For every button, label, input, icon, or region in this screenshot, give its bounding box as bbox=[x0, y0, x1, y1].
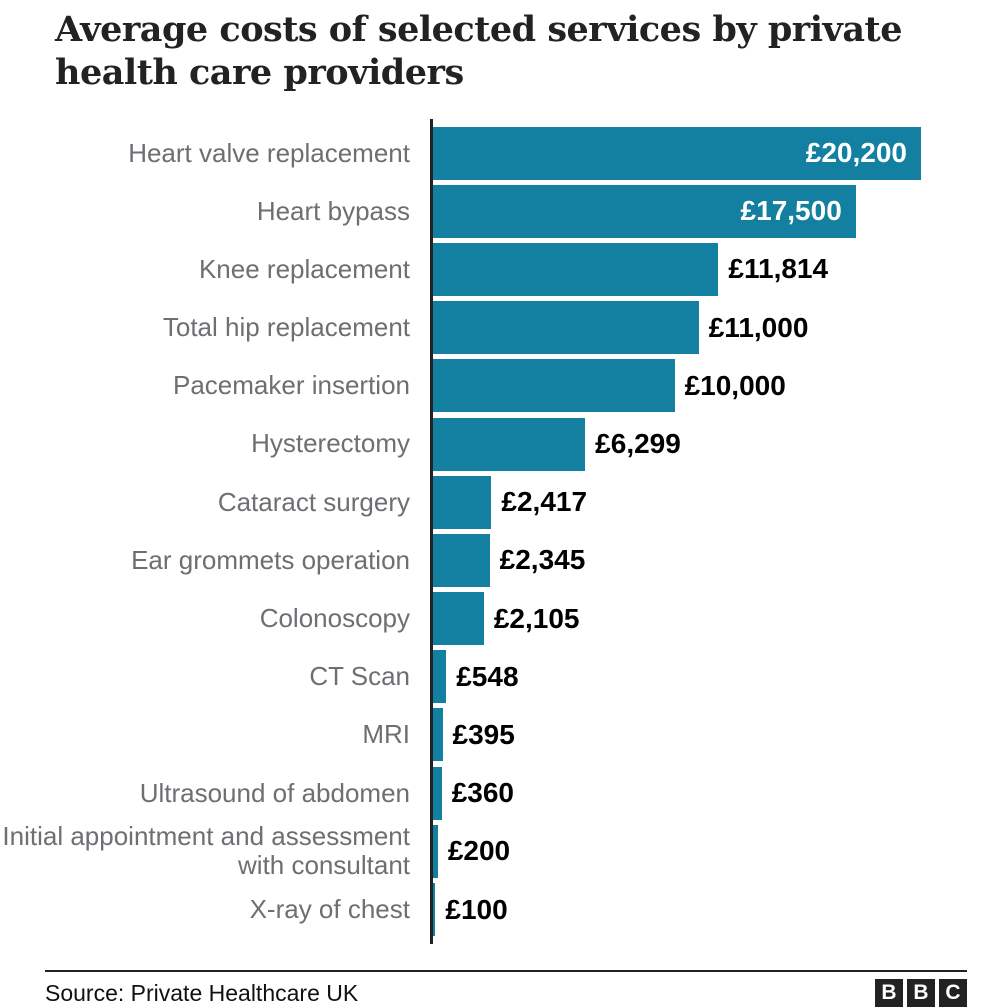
value-label-outside: £11,000 bbox=[708, 311, 809, 343]
category-label: Ear grommets operation bbox=[131, 544, 410, 575]
category-label: Initial appointment and assessment with … bbox=[2, 821, 410, 881]
category-label: Heart valve replacement bbox=[128, 137, 410, 168]
bar-area: £100 bbox=[422, 880, 1000, 938]
value-label-outside: £548 bbox=[456, 660, 519, 692]
value-label-outside: £360 bbox=[451, 777, 514, 809]
bar-area: £11,000 bbox=[422, 299, 1000, 357]
bar-area: £360 bbox=[422, 764, 1000, 822]
bar-row: Initial appointment and assessment with … bbox=[0, 822, 1000, 880]
category-label: Total hip replacement bbox=[162, 312, 410, 343]
value-label-outside: £11,814 bbox=[728, 253, 829, 285]
bbc-logo-block: C bbox=[939, 979, 967, 1007]
bar-row: Heart valve replacement £20,200 bbox=[0, 124, 1000, 182]
value-label-outside: £2,417 bbox=[501, 486, 588, 518]
bar bbox=[433, 533, 490, 587]
bar bbox=[433, 650, 447, 704]
bar-area: £2,417 bbox=[422, 473, 1000, 531]
value-label-outside: £10,000 bbox=[684, 369, 786, 401]
bar-row: CT Scan £548 bbox=[0, 648, 1000, 706]
bar bbox=[433, 824, 438, 878]
bar-area: £2,345 bbox=[422, 531, 1000, 589]
bbc-logo-block: B bbox=[907, 979, 935, 1007]
value-label-outside: £395 bbox=[452, 718, 515, 750]
category-label: Pacemaker insertion bbox=[173, 370, 410, 401]
category-label: X-ray of chest bbox=[249, 893, 410, 924]
bar-area: £6,299 bbox=[422, 415, 1000, 473]
value-label-outside: £6,299 bbox=[595, 428, 681, 460]
bar-row: X-ray of chest £100 bbox=[0, 880, 1000, 938]
chart-page: Average costs of selected services by pr… bbox=[0, 8, 1000, 1008]
bar bbox=[433, 359, 675, 413]
category-label: Hysterectomy bbox=[251, 428, 410, 459]
category-label: Knee replacement bbox=[198, 253, 410, 284]
category-label: MRI bbox=[362, 719, 410, 750]
bar bbox=[433, 417, 586, 471]
y-axis-line bbox=[430, 119, 433, 944]
bar-area: £548 bbox=[422, 648, 1000, 706]
bar-row: Colonoscopy £2,105 bbox=[0, 590, 1000, 648]
bar-row: Ear grommets operation £2,345 bbox=[0, 531, 1000, 589]
bar bbox=[433, 475, 492, 529]
bar-area: £20,200 bbox=[422, 124, 1000, 182]
bar-area: £17,500 bbox=[422, 182, 1000, 240]
bar-row: Hysterectomy £6,299 bbox=[0, 415, 1000, 473]
bar-area: £10,000 bbox=[422, 357, 1000, 415]
source-text: Source: Private Healthcare UK bbox=[45, 979, 359, 1006]
value-label-outside: £100 bbox=[445, 893, 508, 925]
category-label: Colonoscopy bbox=[259, 603, 410, 634]
category-label: Heart bypass bbox=[256, 195, 410, 226]
value-label-inside: £20,200 bbox=[805, 137, 907, 169]
bar-row: MRI £395 bbox=[0, 706, 1000, 764]
bar-chart: Heart valve replacement £20,200 Heart by… bbox=[0, 119, 1000, 944]
bar-area: £200 bbox=[422, 822, 1000, 880]
bbc-logo-block: B bbox=[875, 979, 903, 1007]
bar bbox=[433, 708, 443, 762]
bar bbox=[433, 592, 484, 646]
bar bbox=[433, 766, 442, 820]
bar-area: £11,814 bbox=[422, 240, 1000, 298]
value-label-outside: £2,345 bbox=[499, 544, 586, 576]
category-label: CT Scan bbox=[309, 661, 410, 692]
value-label-outside: £2,105 bbox=[493, 602, 580, 634]
value-label-outside: £200 bbox=[447, 835, 511, 867]
chart-title: Average costs of selected services by pr… bbox=[55, 9, 903, 94]
bar bbox=[433, 301, 699, 355]
bar-row: Knee replacement £11,814 bbox=[0, 240, 1000, 298]
bar-row: Heart bypass £17,500 bbox=[0, 182, 1000, 240]
bar-row: Total hip replacement £11,000 bbox=[0, 299, 1000, 357]
bar: £20,200 bbox=[433, 126, 921, 180]
category-label: Ultrasound of abdomen bbox=[139, 777, 410, 808]
bar: £17,500 bbox=[433, 184, 856, 238]
bar-row: Cataract surgery £2,417 bbox=[0, 473, 1000, 531]
bar-row: Pacemaker insertion £10,000 bbox=[0, 357, 1000, 415]
bar bbox=[433, 242, 719, 296]
bar-area: £395 bbox=[422, 706, 1000, 764]
category-label: Cataract surgery bbox=[217, 486, 410, 517]
bar bbox=[433, 883, 436, 937]
bar-row: Ultrasound of abdomen £360 bbox=[0, 764, 1000, 822]
bar-rows: Heart valve replacement £20,200 Heart by… bbox=[0, 124, 1000, 939]
value-label-inside: £17,500 bbox=[740, 195, 842, 227]
bar-area: £2,105 bbox=[422, 590, 1000, 648]
